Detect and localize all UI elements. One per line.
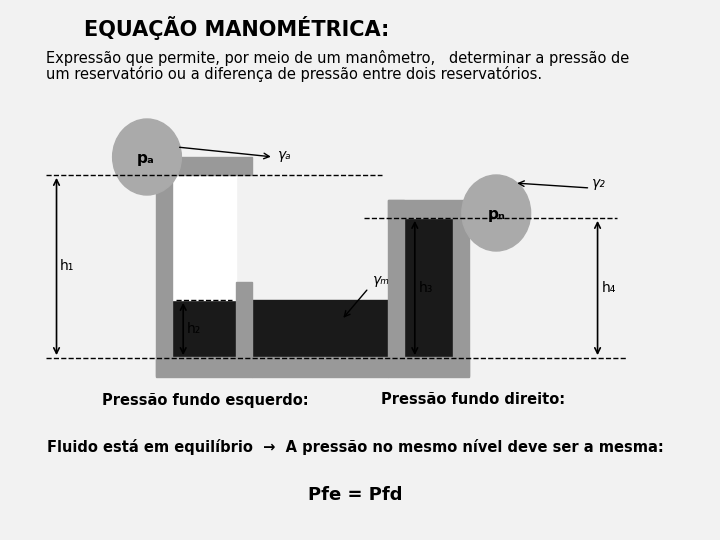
Bar [453,218,469,376]
Text: h₂: h₂ [186,322,201,336]
Text: h₃: h₃ [418,281,433,295]
Bar [156,175,172,376]
Circle shape [112,119,181,195]
Text: Pfe = Pfd: Pfe = Pfd [308,486,402,504]
Bar [156,157,252,175]
Text: γₐ: γₐ [278,148,292,162]
Text: pₙ: pₙ [487,207,505,222]
Bar [387,200,469,218]
FancyBboxPatch shape [26,0,685,540]
Bar [252,357,387,377]
Text: γ₂: γ₂ [592,176,606,190]
Circle shape [462,175,531,251]
Bar [387,200,404,376]
Text: Pressão fundo direito:: Pressão fundo direito: [381,393,564,408]
Bar [172,300,235,357]
Text: h₁: h₁ [60,260,74,273]
Text: h₄: h₄ [602,281,616,295]
Bar [156,357,252,377]
Bar [252,300,387,357]
Bar [235,282,252,376]
Text: pₐ: pₐ [136,152,154,166]
Text: Pressão fundo esquerdo:: Pressão fundo esquerdo: [102,393,309,408]
Bar [404,218,453,357]
Text: Fluido está em equilíbrio  →  A pressão no mesmo nível deve ser a mesma:: Fluido está em equilíbrio → A pressão no… [47,439,663,455]
Text: EQUAÇÃO MANOMÉTRICA:: EQUAÇÃO MANOMÉTRICA: [84,16,389,40]
Text: Expressão que permite, por meio de um manômetro,   determinar a pressão de: Expressão que permite, por meio de um ma… [45,50,629,66]
Text: γₘ: γₘ [373,273,390,287]
Bar [387,357,469,377]
Bar [172,175,235,300]
Text: um reservatório ou a diferença de pressão entre dois reservatórios.: um reservatório ou a diferença de pressã… [45,66,541,82]
